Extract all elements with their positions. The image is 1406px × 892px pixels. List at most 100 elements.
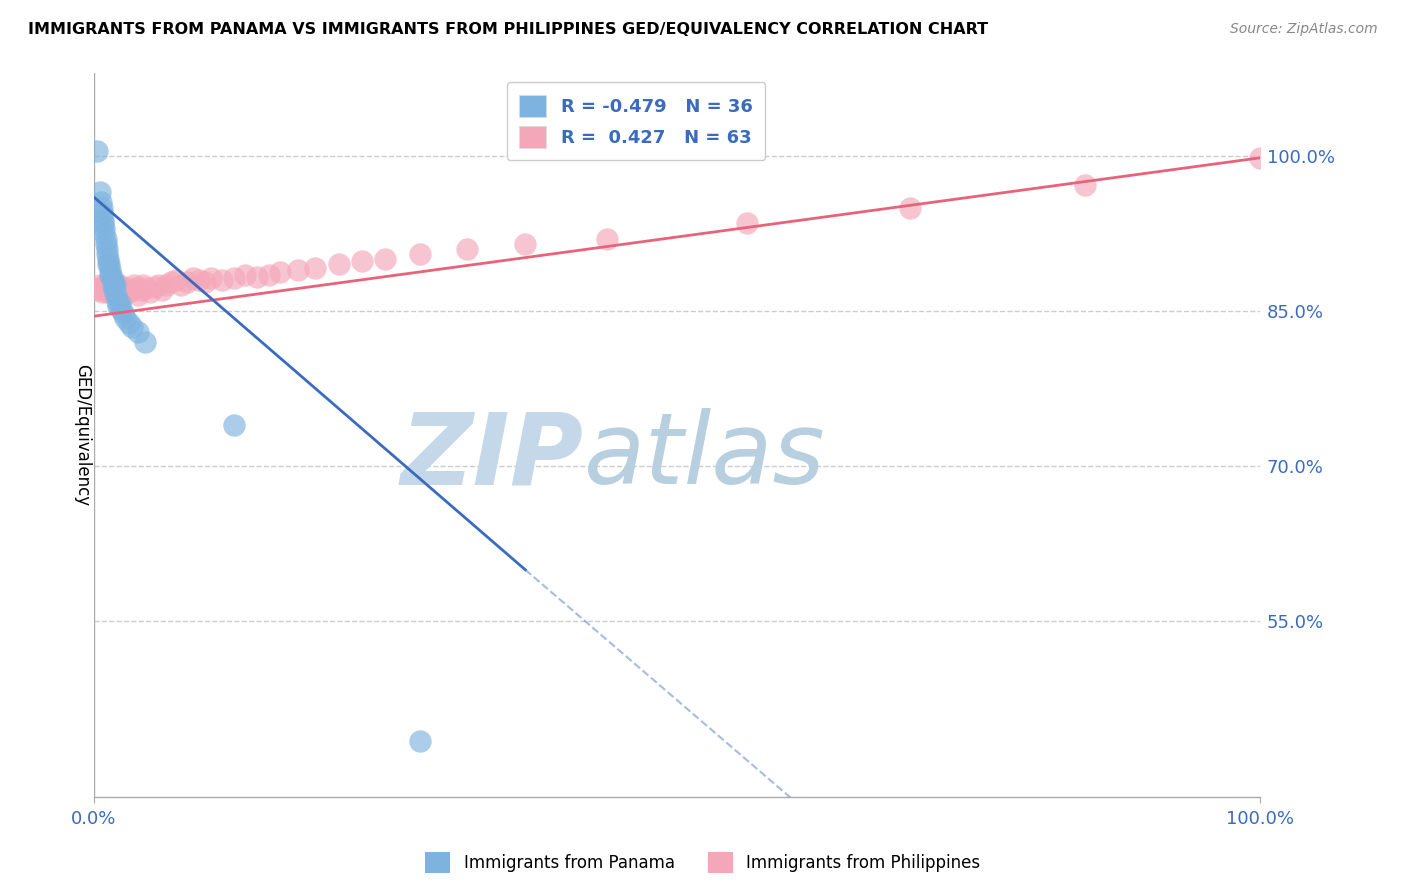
Point	[114, 311, 136, 326]
Point	[94, 231, 117, 245]
Point	[108, 295, 131, 310]
Point	[98, 280, 121, 294]
Point	[328, 257, 350, 271]
Point	[86, 144, 108, 158]
Point	[97, 257, 120, 271]
Point	[181, 271, 204, 285]
Point	[91, 213, 114, 227]
Point	[90, 195, 112, 210]
Point	[97, 252, 120, 267]
Point	[304, 260, 326, 275]
Point	[150, 283, 173, 297]
Point	[100, 268, 122, 282]
Point	[374, 252, 396, 267]
Point	[515, 236, 537, 251]
Point	[257, 268, 280, 282]
Point	[187, 273, 209, 287]
Point	[235, 268, 257, 282]
Point	[246, 269, 269, 284]
Point	[91, 205, 114, 219]
Point	[98, 268, 121, 282]
Point	[105, 283, 128, 297]
Point	[898, 201, 921, 215]
Point	[129, 283, 152, 297]
Point	[105, 293, 128, 308]
Point	[735, 216, 758, 230]
Text: atlas: atlas	[583, 409, 825, 506]
Point	[105, 277, 128, 292]
Point	[101, 273, 124, 287]
Y-axis label: GED/Equivalency: GED/Equivalency	[73, 364, 91, 507]
Point	[91, 216, 114, 230]
Point	[107, 280, 129, 294]
Point	[127, 288, 149, 302]
Point	[93, 227, 115, 241]
Point	[409, 733, 432, 747]
Point	[111, 283, 134, 297]
Point	[118, 317, 141, 331]
Point	[98, 278, 121, 293]
Point	[409, 247, 432, 261]
Point	[222, 271, 245, 285]
Point	[93, 278, 115, 293]
Point	[287, 262, 309, 277]
Point	[194, 275, 217, 289]
Point	[91, 280, 114, 294]
Point	[269, 265, 291, 279]
Point	[115, 281, 138, 295]
Point	[120, 283, 142, 297]
Point	[103, 285, 125, 300]
Point	[96, 242, 118, 256]
Point	[456, 242, 478, 256]
Point	[121, 319, 143, 334]
Point	[94, 236, 117, 251]
Point	[91, 201, 114, 215]
Point	[112, 288, 135, 302]
Point	[134, 334, 156, 349]
Point	[98, 262, 121, 277]
Point	[222, 417, 245, 432]
Point	[103, 283, 125, 297]
Point	[93, 221, 115, 235]
Point	[112, 283, 135, 297]
Point	[89, 278, 111, 293]
Point	[596, 231, 619, 245]
Point	[200, 271, 222, 285]
Point	[352, 254, 374, 268]
Point	[112, 306, 135, 320]
Point	[100, 283, 122, 297]
Text: Source: ZipAtlas.com: Source: ZipAtlas.com	[1230, 22, 1378, 37]
Point	[211, 273, 233, 287]
Text: ZIP: ZIP	[401, 409, 583, 506]
Point	[155, 278, 177, 293]
Text: IMMIGRANTS FROM PANAMA VS IMMIGRANTS FROM PHILIPPINES GED/EQUIVALENCY CORRELATIO: IMMIGRANTS FROM PANAMA VS IMMIGRANTS FRO…	[28, 22, 988, 37]
Point	[127, 325, 149, 339]
Point	[170, 278, 193, 293]
Point	[101, 278, 124, 293]
Point	[165, 273, 187, 287]
Point	[132, 278, 155, 293]
Point	[1074, 178, 1097, 192]
Point	[104, 281, 127, 295]
Point	[94, 283, 117, 297]
Point	[139, 285, 162, 300]
Point	[101, 278, 124, 293]
Point	[87, 283, 110, 297]
Point	[160, 275, 183, 289]
Point	[122, 278, 145, 293]
Point	[110, 301, 132, 316]
Point	[98, 257, 121, 271]
Point	[105, 288, 128, 302]
Point	[91, 285, 114, 300]
Point	[96, 247, 118, 261]
Point	[118, 285, 141, 300]
Point	[104, 278, 127, 293]
Point	[90, 281, 112, 295]
Point	[125, 281, 148, 295]
Point	[143, 280, 166, 294]
Point	[1249, 151, 1271, 165]
Point	[108, 278, 131, 293]
Point	[135, 281, 157, 295]
Point	[176, 275, 198, 289]
Point	[146, 278, 169, 293]
